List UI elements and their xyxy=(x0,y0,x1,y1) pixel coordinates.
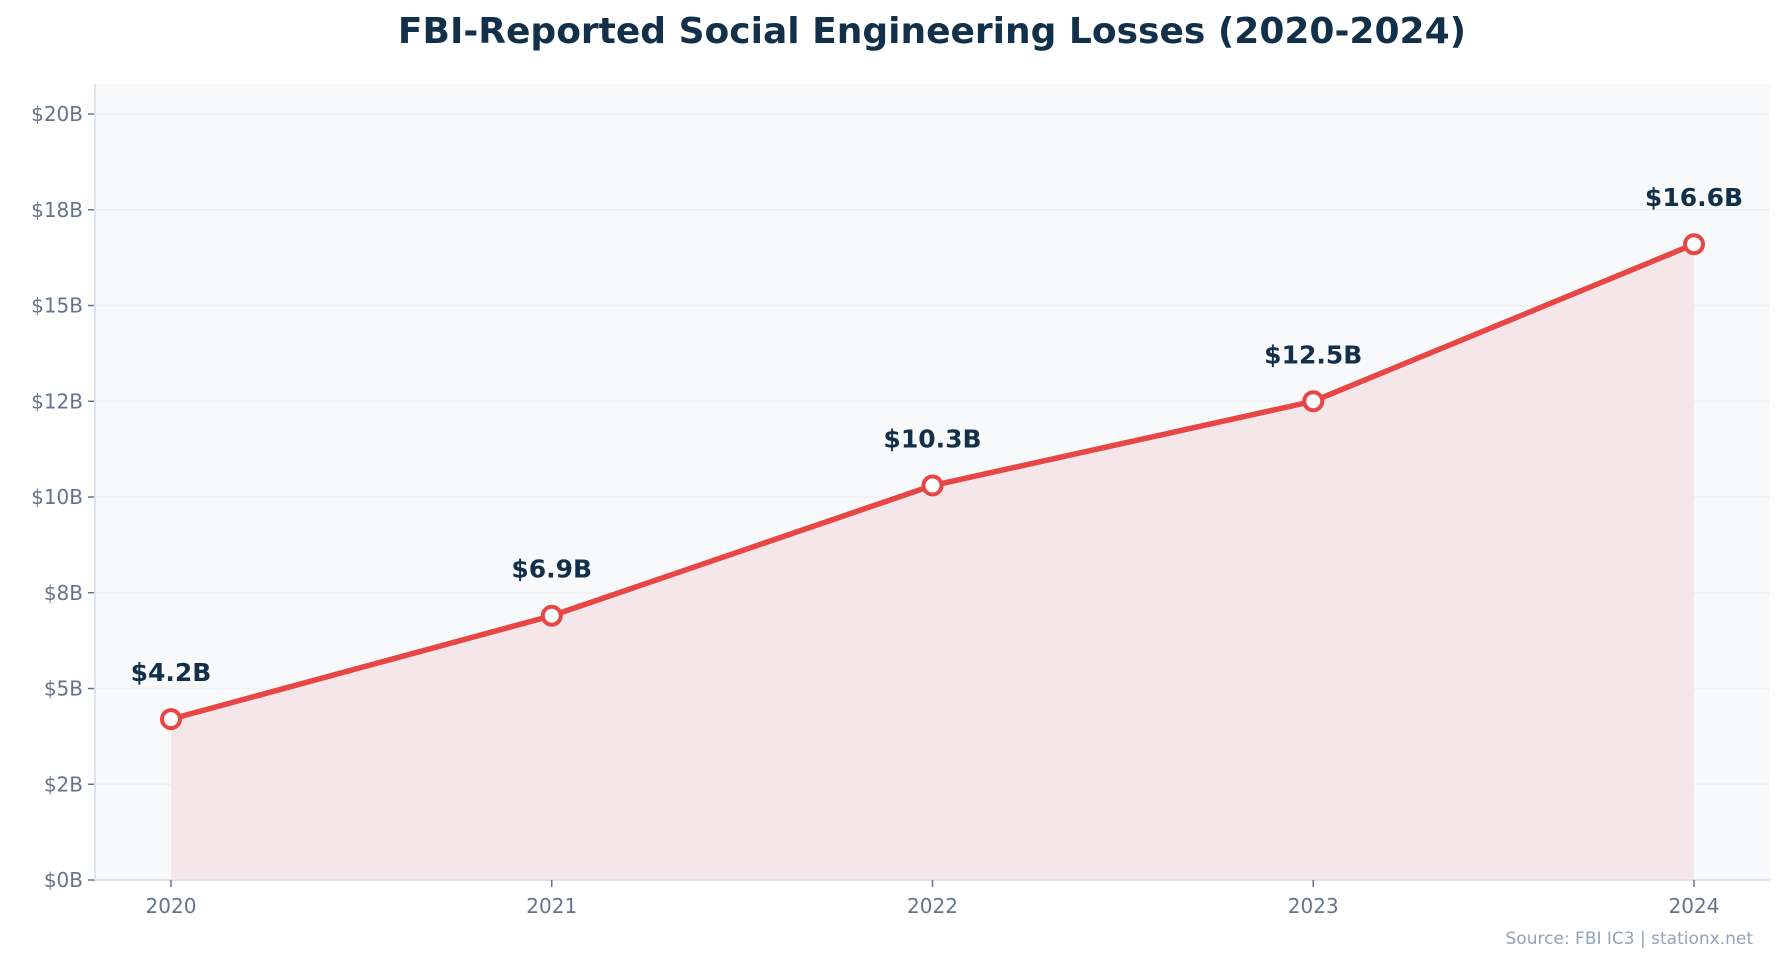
source-note: Source: FBI IC3 | stationx.net xyxy=(1506,929,1754,949)
data-label: $6.9B xyxy=(511,555,592,584)
y-tick-label: $15B xyxy=(31,294,83,318)
x-tick-label: 2022 xyxy=(907,894,958,918)
y-tick-label: $20B xyxy=(31,102,83,126)
data-point xyxy=(160,708,182,731)
y-tick-label: $2B xyxy=(44,772,83,796)
data-label: $10.3B xyxy=(883,425,981,454)
y-tick-label: $12B xyxy=(31,389,83,413)
data-point xyxy=(1683,233,1705,256)
x-tick-label: 2021 xyxy=(526,894,577,918)
data-label: $4.2B xyxy=(131,658,212,687)
data-point xyxy=(1302,390,1325,413)
y-tick-label: $0B xyxy=(44,868,83,892)
data-point xyxy=(540,604,563,627)
x-tick-label: 2023 xyxy=(1288,894,1339,918)
data-label: $16.6B xyxy=(1645,183,1743,212)
chart-title: FBI-Reported Social Engineering Losses (… xyxy=(398,11,1466,52)
x-tick-label: 2024 xyxy=(1669,894,1720,918)
y-tick-label: $10B xyxy=(31,485,83,509)
data-label: $12.5B xyxy=(1264,340,1362,369)
y-tick-label: $5B xyxy=(44,677,83,701)
x-tick-label: 2020 xyxy=(146,894,197,918)
y-tick-label: $8B xyxy=(44,581,83,605)
y-tick-label: $18B xyxy=(31,198,83,222)
data-point xyxy=(921,474,944,497)
